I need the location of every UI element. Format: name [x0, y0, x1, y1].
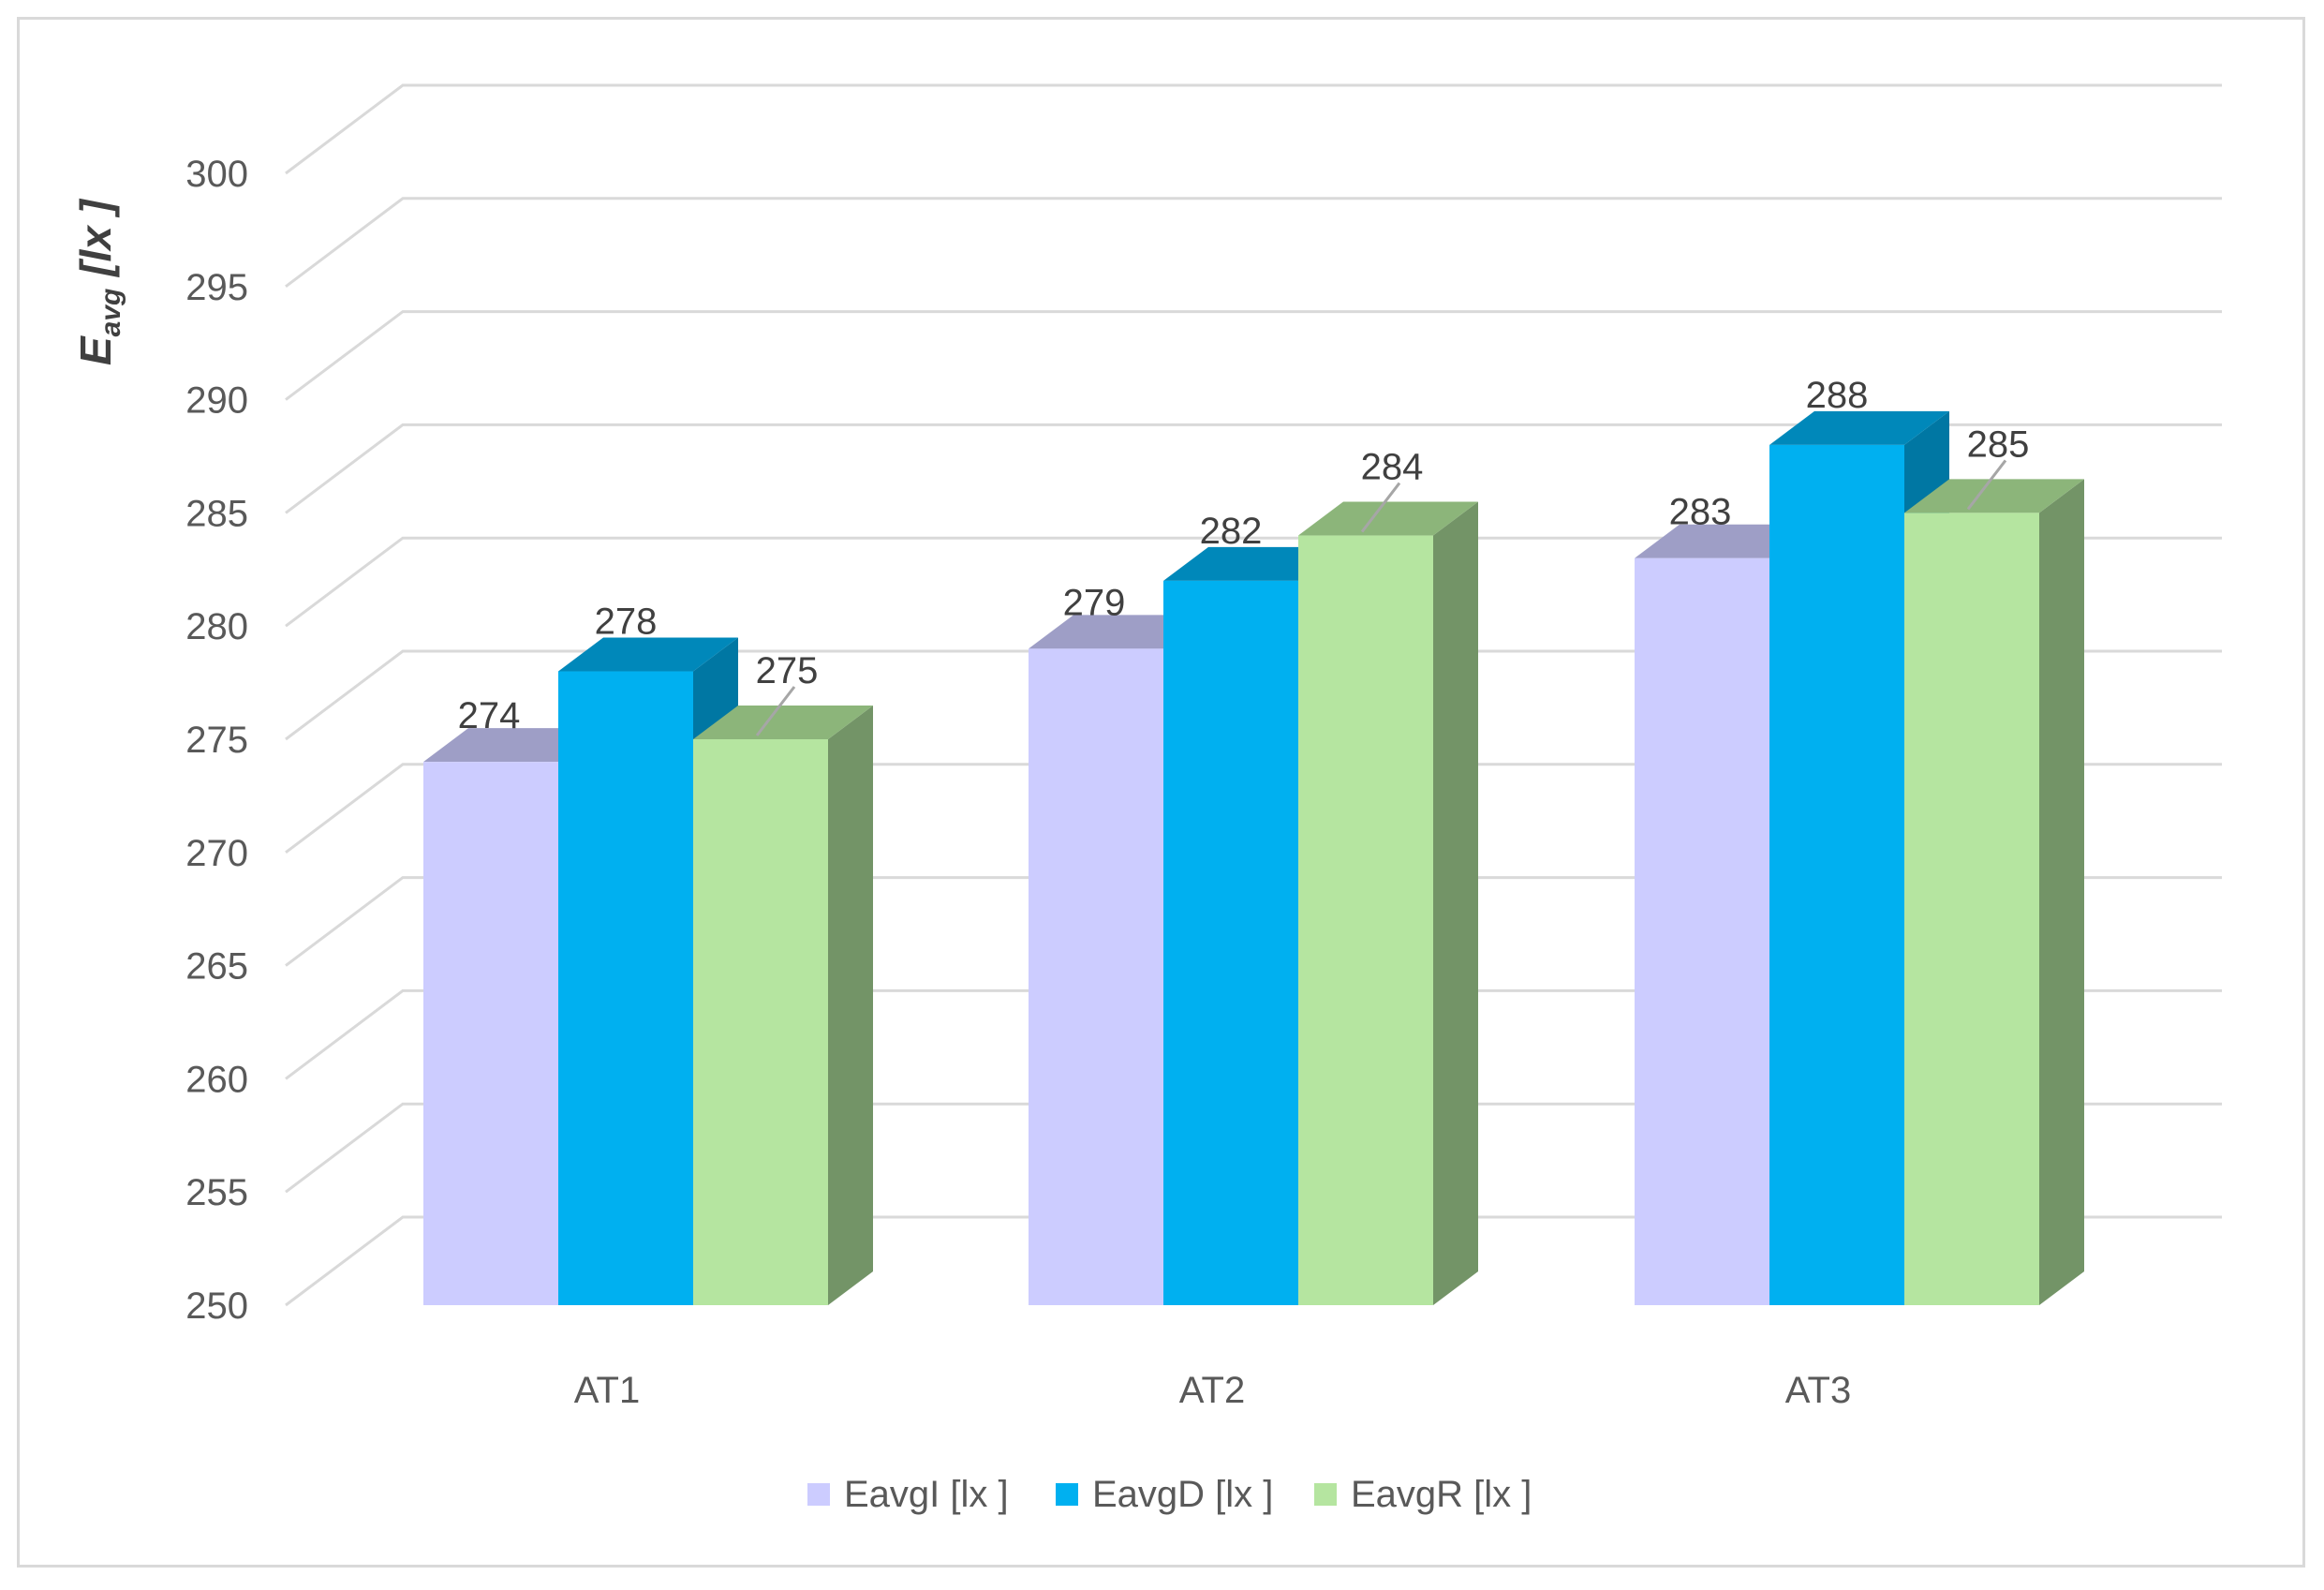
bar-top	[1298, 501, 1478, 536]
gridline	[285, 763, 2222, 854]
gridline	[285, 197, 2222, 288]
y-tick-label: 290	[185, 380, 248, 422]
bar-top	[1769, 410, 1949, 445]
y-axis-ticks: 250 255 260 265 270 275 280 285 290 295 300	[185, 154, 248, 1327]
gridline	[285, 536, 2222, 628]
gridline	[285, 1215, 2222, 1307]
gridline	[285, 1102, 2222, 1194]
bar-side	[828, 706, 873, 1305]
y-axis-label-sub: avg	[96, 289, 126, 337]
y-tick-label: 280	[185, 606, 248, 647]
data-labels: 274 278 275 279 282 284 283 288 285	[458, 375, 2030, 736]
data-label: 284	[1361, 447, 1424, 488]
bar-top	[693, 706, 873, 739]
bar-side	[1433, 501, 1478, 1305]
bar-top	[558, 637, 738, 672]
gridline	[285, 83, 2222, 175]
x-tick-label: AT1	[574, 1370, 640, 1411]
data-label: 282	[1200, 511, 1263, 552]
y-tick-label: 285	[185, 493, 248, 534]
gridlines	[285, 83, 2222, 1307]
bars	[423, 410, 2084, 1305]
bar	[1029, 648, 1163, 1305]
y-axis-label-unit: [lx ]	[71, 198, 120, 288]
data-label: 274	[458, 695, 521, 736]
y-tick-label: 265	[185, 946, 248, 988]
bar-top	[1904, 479, 2084, 513]
bar	[693, 739, 828, 1305]
data-label: 288	[1806, 375, 1869, 416]
gridline	[285, 876, 2222, 967]
bar-side	[2039, 479, 2084, 1305]
legend-label: EavgR [lx ]	[1351, 1474, 1532, 1515]
legend-item: EavgR [lx ]	[1314, 1474, 1532, 1515]
y-tick-label: 250	[185, 1285, 248, 1327]
bar	[423, 762, 558, 1305]
legend: EavgI [lx ] EavgD [lx ] EavgR [lx ]	[807, 1474, 1532, 1515]
x-axis-ticks: AT1 AT2 AT3	[574, 1370, 1851, 1411]
data-label: 285	[1967, 424, 2030, 465]
bar	[1163, 580, 1298, 1305]
y-tick-label: 255	[185, 1172, 248, 1213]
y-axis-label-main: E	[71, 335, 120, 365]
y-tick-label: 300	[185, 154, 248, 195]
legend-swatch	[1056, 1483, 1078, 1506]
bar	[1769, 444, 1904, 1305]
data-label-leader	[1966, 459, 2007, 511]
bar	[1635, 557, 1769, 1305]
bar	[558, 671, 693, 1305]
data-label-leader	[755, 686, 796, 736]
bar	[1298, 535, 1433, 1305]
data-label-leader	[1360, 482, 1401, 533]
gridline	[285, 988, 2222, 1080]
y-tick-label: 295	[185, 267, 248, 308]
data-label: 278	[595, 602, 658, 643]
y-tick-label: 270	[185, 833, 248, 874]
y-tick-label: 275	[185, 720, 248, 761]
data-label: 275	[756, 650, 819, 691]
y-tick-label: 260	[185, 1059, 248, 1100]
gridline	[285, 423, 2222, 514]
legend-label: EavgD [lx ]	[1092, 1474, 1273, 1515]
legend-label: EavgI [lx ]	[844, 1474, 1009, 1515]
legend-item: EavgI [lx ]	[807, 1474, 1009, 1515]
gridline	[285, 649, 2222, 741]
gridline	[285, 310, 2222, 401]
bar	[1904, 513, 2039, 1305]
legend-item: EavgD [lx ]	[1056, 1474, 1273, 1515]
x-tick-label: AT3	[1785, 1370, 1851, 1411]
data-label: 283	[1669, 492, 1732, 533]
legend-swatch	[1314, 1483, 1337, 1506]
x-tick-label: AT2	[1179, 1370, 1245, 1411]
y-axis-label: Eavg [lx ]	[71, 198, 126, 365]
data-label: 279	[1063, 582, 1126, 623]
legend-swatch	[807, 1483, 830, 1506]
